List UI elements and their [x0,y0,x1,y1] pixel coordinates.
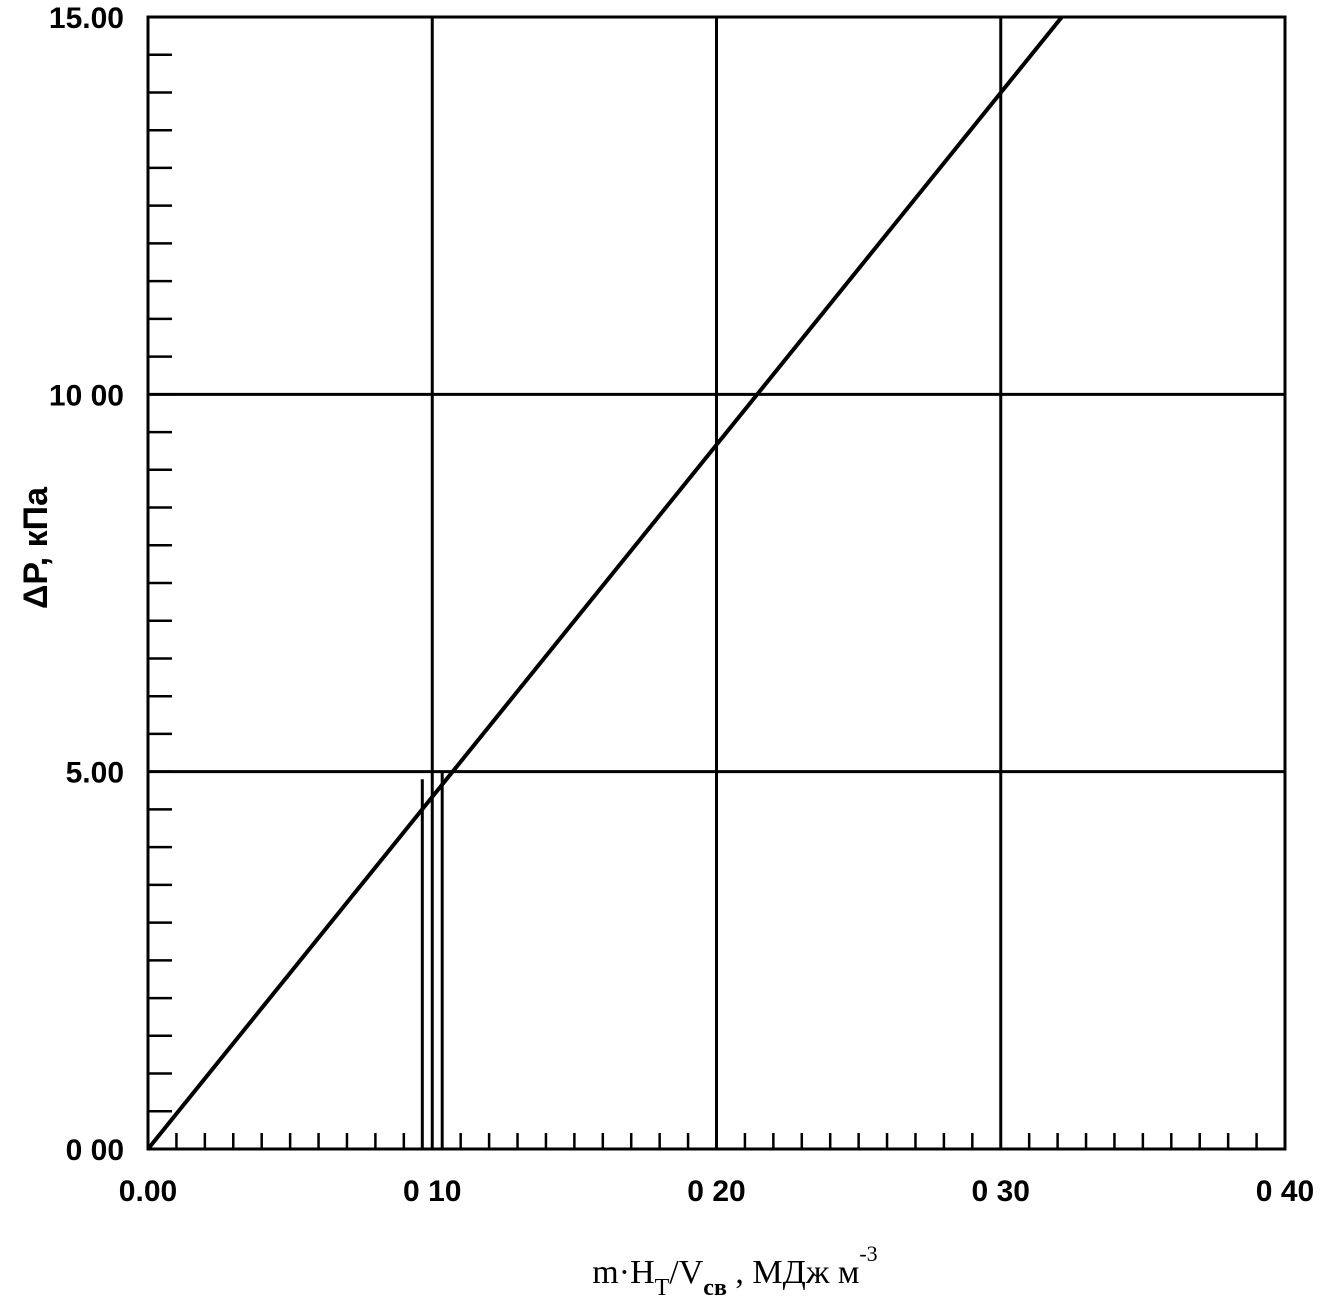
tick-labels: 0.00 0 10 0 20 0 30 0 40 0 00 5.00 10 00 15.00 [49,2,1314,1208]
x-tick-label-3: 0 30 [972,1175,1030,1208]
series-line-0 [146,15,1064,1151]
series-lines [146,15,1064,1151]
x-tick-label-4: 0 40 [1256,1175,1314,1208]
x-tick-label-0: 0.00 [119,1175,177,1208]
y-tick-label-3: 15.00 [49,2,124,35]
grid-lines [148,17,1285,1149]
y-tick-label-0: 0 00 [66,1134,124,1167]
x-axis-title: m·HT/Vсв , МДж м-3 [592,1241,877,1299]
x-tick-label-1: 0 10 [403,1175,461,1208]
x-tick-label-2: 0 20 [687,1175,745,1208]
minor-ticks [148,53,1258,1149]
y-tick-label-2: 10 00 [49,379,124,412]
y-axis-title: ΔP, кПа [17,486,55,609]
reference-lines [420,771,444,1149]
y-tick-label-1: 5.00 [66,757,124,790]
plot-frame [146,15,1287,1151]
